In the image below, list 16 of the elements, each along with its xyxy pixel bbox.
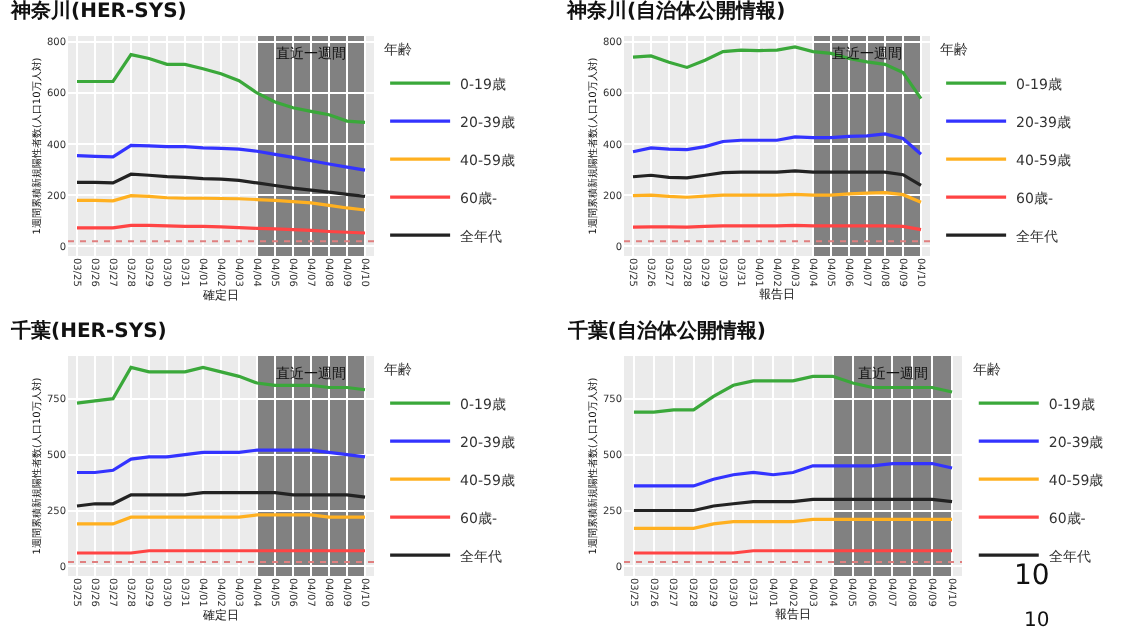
line-series [75, 143, 367, 172]
chart-title: 神奈川(HER-SYS) [9, 0, 187, 24]
chart-title: 千葉(HER-SYS) [9, 319, 167, 344]
line-series [75, 365, 367, 405]
line-series [631, 132, 923, 156]
line-series [75, 172, 367, 199]
line-series [75, 448, 367, 475]
line-series [75, 194, 367, 212]
chart-title: 神奈川(自治体公開情報) [565, 0, 786, 24]
text: 10 [1014, 560, 1050, 592]
line-series [631, 169, 923, 188]
text: 10 [1024, 610, 1050, 632]
chart-title: 千葉(自治体公開情報) [565, 319, 766, 344]
line-series [632, 461, 954, 488]
line-series [631, 45, 923, 101]
line-series [75, 491, 367, 508]
